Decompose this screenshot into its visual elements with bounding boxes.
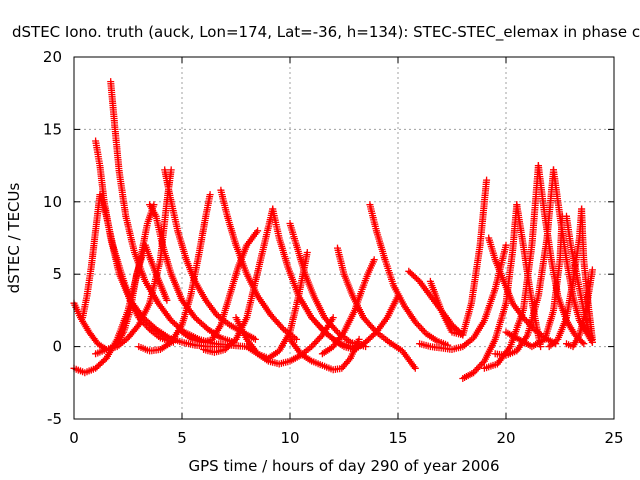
x-tick-label: 5 xyxy=(177,429,187,447)
y-tick-label: 20 xyxy=(43,48,62,66)
series-20-markers xyxy=(318,256,378,358)
x-tick-label: 20 xyxy=(496,429,515,447)
x-axis-label: GPS time / hours of day 290 of year 2006 xyxy=(189,457,500,475)
series-21-markers xyxy=(366,201,452,349)
series-32-markers xyxy=(502,212,566,351)
series-11 xyxy=(178,227,262,346)
series-26 xyxy=(459,201,521,382)
series-19-markers xyxy=(308,292,402,353)
series-9 xyxy=(135,191,214,355)
series-36-markers xyxy=(563,266,596,351)
y-tick-label: 0 xyxy=(52,338,62,356)
series-20 xyxy=(318,256,378,358)
y-tick-label: -5 xyxy=(47,410,62,428)
series-16 xyxy=(286,220,370,351)
x-tick-label: 0 xyxy=(69,429,79,447)
y-axis-label: dSTEC / TECUs xyxy=(5,182,23,293)
series-12 xyxy=(200,205,277,356)
series-16-markers xyxy=(286,220,370,351)
series-18-markers xyxy=(334,244,419,372)
series-36 xyxy=(563,266,596,351)
series-24-markers xyxy=(416,241,510,353)
y-axis: -5 0 5 10 15 20 xyxy=(43,48,614,428)
series-9-markers xyxy=(135,191,214,355)
series-10-markers xyxy=(217,186,300,343)
plot-frame xyxy=(73,56,615,420)
series-23-markers xyxy=(426,176,491,339)
chart-title: dSTEC Iono. truth (auck, Lon=174, Lat=-3… xyxy=(12,23,640,42)
series-30-markers xyxy=(491,166,557,359)
series-23 xyxy=(426,176,491,339)
series-10 xyxy=(217,186,300,343)
series-22 xyxy=(405,267,467,339)
y-tick-label: 5 xyxy=(52,265,62,283)
series-19 xyxy=(308,292,402,353)
x-tick-label: 10 xyxy=(280,429,299,447)
series-24 xyxy=(416,241,510,353)
data-series xyxy=(70,78,596,382)
series-26-markers xyxy=(459,201,521,382)
series-18 xyxy=(334,244,419,372)
x-tick-label: 15 xyxy=(388,429,407,447)
y-tick-label: 10 xyxy=(43,193,62,211)
x-axis: 0 5 10 15 20 25 xyxy=(69,57,624,447)
series-22-markers xyxy=(405,267,467,339)
series-30 xyxy=(491,166,557,359)
series-12-markers xyxy=(200,205,277,356)
x-tick-label: 25 xyxy=(604,429,623,447)
series-32 xyxy=(502,212,566,351)
series-21 xyxy=(366,201,452,349)
series-11-markers xyxy=(178,227,262,346)
y-tick-label: 15 xyxy=(43,120,62,138)
